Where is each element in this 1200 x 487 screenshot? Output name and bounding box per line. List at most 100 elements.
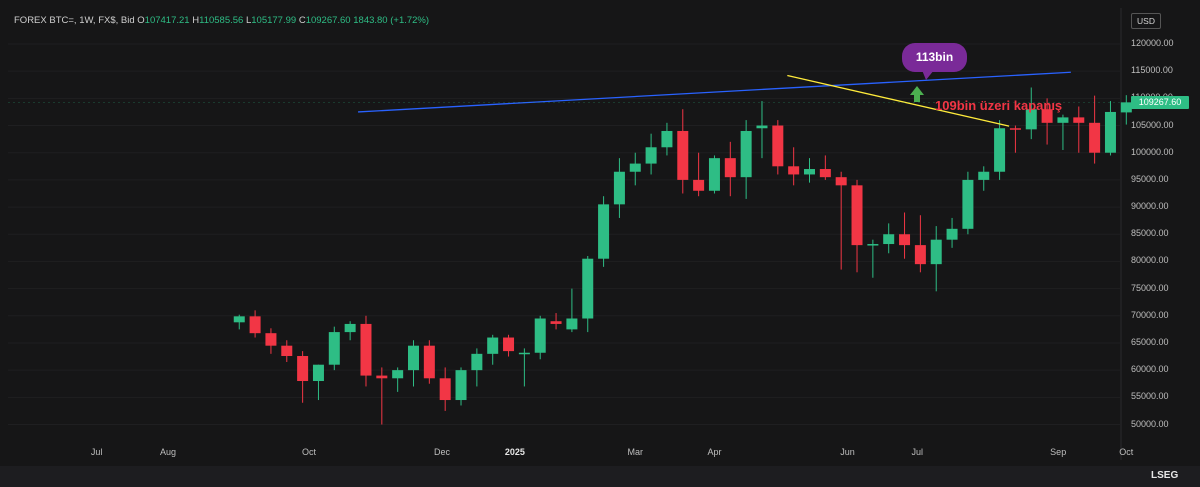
candle-body xyxy=(1009,128,1021,130)
candle-body xyxy=(582,258,594,319)
close-label: C xyxy=(298,15,306,26)
brand-text: LSEG xyxy=(1151,470,1179,481)
price-tick-label: 105000.00 xyxy=(1131,119,1174,130)
candle-body xyxy=(265,333,277,346)
candle-body xyxy=(344,323,356,333)
price-tick-label: 85000.00 xyxy=(1131,228,1169,239)
change-value: 1843.80 (+1.72%) xyxy=(353,15,430,26)
symbol-label: FOREX BTC=, 1W, FX$, Bid xyxy=(14,15,135,26)
candle-body xyxy=(756,125,768,129)
high-value: 110585.56 xyxy=(199,15,244,26)
candle-body xyxy=(788,166,800,175)
candle-body xyxy=(946,228,958,240)
price-tick-label: 90000.00 xyxy=(1131,201,1169,212)
candle-body xyxy=(978,171,990,180)
price-tick-label: 80000.00 xyxy=(1131,255,1169,266)
candle-body xyxy=(233,316,245,323)
close-note[interactable]: 109bin üzeri kapanış xyxy=(935,98,1063,113)
candle-body xyxy=(661,130,673,148)
price-tick-label: 55000.00 xyxy=(1131,391,1169,402)
candle-body xyxy=(629,163,641,172)
time-tick-label: Jul xyxy=(911,447,923,457)
candle-body xyxy=(899,234,911,246)
price-tick-label: 60000.00 xyxy=(1131,364,1169,375)
time-tick-label: Oct xyxy=(301,447,316,457)
candle-body xyxy=(851,185,863,246)
candle-body xyxy=(930,239,942,265)
candle-body xyxy=(598,204,610,259)
candle-body xyxy=(423,345,435,379)
brand-logo: LSEG xyxy=(1151,470,1178,481)
candle-body xyxy=(392,370,404,379)
low-value: 105177.99 xyxy=(251,15,297,26)
time-tick-label: Oct xyxy=(1119,447,1134,457)
candle-body xyxy=(724,158,736,178)
up-arrow-icon xyxy=(910,86,924,102)
candle-body xyxy=(1025,109,1037,130)
candle-body xyxy=(471,353,483,371)
high-label: H xyxy=(192,15,200,26)
candle-body xyxy=(487,337,499,354)
price-tick-label: 120000.00 xyxy=(1131,38,1174,48)
candle-body xyxy=(613,171,625,205)
candle-body xyxy=(534,318,546,353)
candle-body xyxy=(550,321,562,324)
trend-line xyxy=(787,74,1010,127)
price-axis[interactable] xyxy=(1122,8,1192,460)
open-label: O xyxy=(137,15,145,26)
candle-body xyxy=(455,370,467,401)
candle-body xyxy=(693,179,705,191)
currency-button[interactable]: USD xyxy=(1131,13,1161,29)
price-tick-label: 65000.00 xyxy=(1131,336,1169,347)
bubble-tail xyxy=(922,70,934,80)
candle-body xyxy=(740,130,752,178)
time-tick-label: Jun xyxy=(840,447,855,457)
candle-body xyxy=(804,169,815,175)
price-tick-label: 70000.00 xyxy=(1131,309,1169,320)
current-price-label: 109267.60 xyxy=(1131,96,1189,110)
candle-body xyxy=(677,130,689,180)
candle-body xyxy=(883,234,895,245)
resistance-line xyxy=(358,71,1071,113)
candle-body xyxy=(376,375,388,379)
candle-body xyxy=(708,158,720,191)
candle-body xyxy=(772,125,784,167)
candle-body xyxy=(1104,111,1116,153)
time-tick-label: Aug xyxy=(159,447,176,457)
candle-body xyxy=(281,345,293,357)
price-tick-label: 115000.00 xyxy=(1131,65,1173,76)
candle-body xyxy=(645,147,657,164)
candle-body xyxy=(994,128,1006,172)
candle-body xyxy=(1089,122,1101,153)
candle-body xyxy=(518,352,530,355)
bottom-bar xyxy=(0,466,1200,487)
candle-body xyxy=(503,337,515,352)
time-tick-label: 2025 xyxy=(504,447,525,457)
candle-body xyxy=(1057,117,1069,123)
candle-body xyxy=(566,318,578,330)
time-tick-label: Dec xyxy=(433,447,451,457)
candle-body xyxy=(1120,102,1132,113)
price-tick-label: 50000.00 xyxy=(1131,418,1169,429)
close-value: 109267.60 xyxy=(305,15,351,26)
open-value: 107417.21 xyxy=(144,15,190,26)
candle-body xyxy=(914,245,926,265)
candle-body xyxy=(867,244,879,246)
price-tick-label: 75000.00 xyxy=(1131,282,1169,293)
candle-body xyxy=(819,169,831,178)
candle-body xyxy=(439,378,451,401)
candle-body xyxy=(297,356,309,382)
candle-body xyxy=(962,179,974,229)
candle-body xyxy=(328,332,340,365)
low-label: L xyxy=(245,15,252,26)
candle-body xyxy=(249,316,261,334)
time-tick-label: Mar xyxy=(627,447,644,457)
price-tick-label: 100000.00 xyxy=(1131,146,1174,157)
candle-body xyxy=(1073,117,1085,123)
candle-body xyxy=(408,345,419,371)
candle-body xyxy=(1041,109,1053,123)
time-tick-label: Sep xyxy=(1050,447,1067,457)
target-bubble[interactable]: 113bin xyxy=(902,43,967,72)
